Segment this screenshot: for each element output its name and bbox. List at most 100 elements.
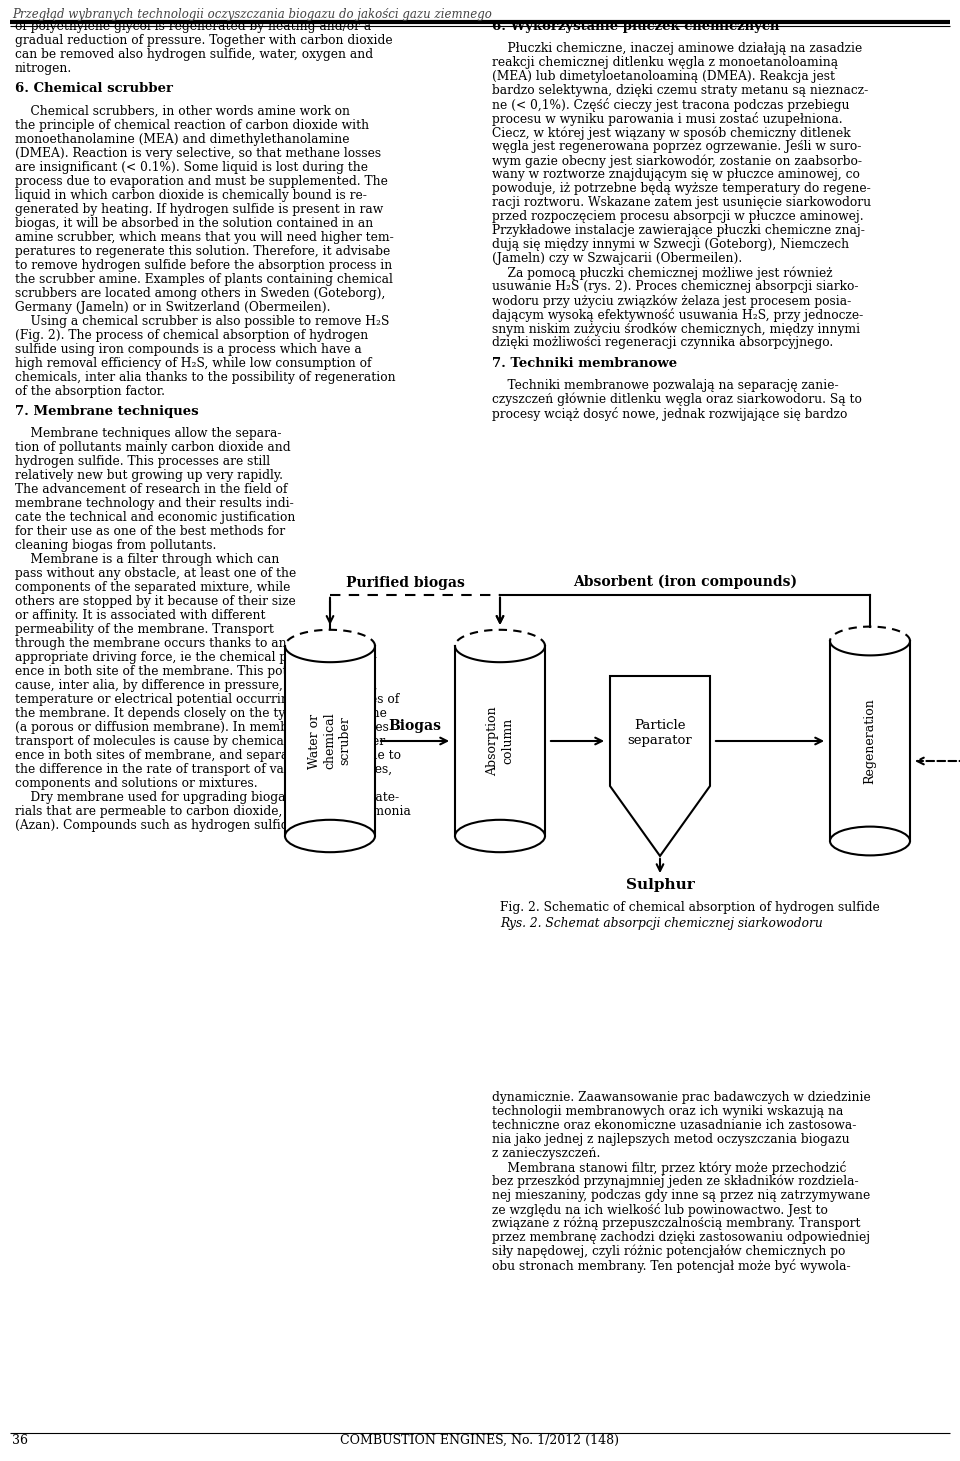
Text: the principle of chemical reaction of carbon dioxide with: the principle of chemical reaction of ca… [15, 118, 370, 131]
Text: dynamicznie. Zaawansowanie prac badawczych w dziedzinie: dynamicznie. Zaawansowanie prac badawczy… [492, 1091, 871, 1105]
Text: Germany (Jameln) or in Switzerland (Obermeilen).: Germany (Jameln) or in Switzerland (Ober… [15, 301, 330, 314]
Text: nej mieszaniny, podczas gdy inne są przez nią zatrzymywane: nej mieszaniny, podczas gdy inne są prze… [492, 1189, 871, 1202]
Text: Płuczki chemiczne, inaczej aminowe działają na zasadzie: Płuczki chemiczne, inaczej aminowe dział… [492, 42, 862, 56]
Text: Membrane techniques allow the separa-: Membrane techniques allow the separa- [15, 427, 281, 440]
Text: components of the separated mixture, while: components of the separated mixture, whi… [15, 581, 290, 595]
Ellipse shape [455, 820, 545, 852]
Text: are insignificant (< 0.1%). Some liquid is lost during the: are insignificant (< 0.1%). Some liquid … [15, 161, 368, 174]
Text: nia jako jednej z najlepszych metod oczyszczania biogazu: nia jako jednej z najlepszych metod oczy… [492, 1132, 850, 1145]
Ellipse shape [285, 820, 375, 852]
Text: Membrane is a filter through which can: Membrane is a filter through which can [15, 554, 279, 567]
Text: Membrana stanowi filtr, przez który może przechodzić: Membrana stanowi filtr, przez który może… [492, 1161, 847, 1175]
Text: components and solutions or mixtures.: components and solutions or mixtures. [15, 777, 257, 790]
Text: 7. Techniki membranowe: 7. Techniki membranowe [492, 356, 677, 370]
Text: to remove hydrogen sulfide before the absorption process in: to remove hydrogen sulfide before the ab… [15, 259, 393, 272]
Text: przed rozpoczęciem procesu absorpcji w płuczce aminowej.: przed rozpoczęciem procesu absorpcji w p… [492, 210, 864, 224]
Text: usuwanie H₂S (rys. 2). Proces chemicznej absorpcji siarko-: usuwanie H₂S (rys. 2). Proces chemicznej… [492, 281, 858, 294]
Bar [285, 646, 375, 836]
Text: techniczne oraz ekonomiczne uzasadnianie ich zastosowa-: techniczne oraz ekonomiczne uzasadnianie… [492, 1119, 856, 1132]
Text: gradual reduction of pressure. Together with carbon dioxide: gradual reduction of pressure. Together … [15, 34, 393, 47]
Text: cause, inter alia, by difference in pressure, concentration,: cause, inter alia, by difference in pres… [15, 679, 377, 693]
Text: amine scrubber, which means that you will need higher tem-: amine scrubber, which means that you wil… [15, 231, 394, 244]
Text: The advancement of research in the field of: The advancement of research in the field… [15, 484, 287, 497]
Text: Regeneration: Regeneration [863, 698, 876, 785]
Text: or affinity. It is associated with different: or affinity. It is associated with diffe… [15, 609, 266, 622]
Text: 7. Membrane techniques: 7. Membrane techniques [15, 405, 199, 418]
Text: powoduje, iż potrzebne będą wyższe temperatury do regene-: powoduje, iż potrzebne będą wyższe tempe… [492, 183, 871, 196]
Text: the scrubber amine. Examples of plants containing chemical: the scrubber amine. Examples of plants c… [15, 273, 393, 285]
Text: Chemical scrubbers, in other words amine work on: Chemical scrubbers, in other words amine… [15, 105, 350, 117]
Text: cate the technical and economic justification: cate the technical and economic justific… [15, 511, 296, 524]
Text: Przegłąd wybranych technologii oczyszczania biogazu do jakości gazu ziemnego: Przegłąd wybranych technologii oczyszcza… [12, 7, 492, 20]
Text: 6. Wykorzystanie płuczek chemicznych: 6. Wykorzystanie płuczek chemicznych [492, 20, 780, 34]
Text: pass without any obstacle, at least one of the: pass without any obstacle, at least one … [15, 567, 297, 580]
Bar [455, 646, 545, 836]
Text: ence in both site of the membrane. This potential may be: ence in both site of the membrane. This … [15, 665, 372, 678]
Text: Fig. 2. Schematic of chemical absorption of hydrogen sulfide: Fig. 2. Schematic of chemical absorption… [500, 901, 879, 915]
Text: COMBUSTION ENGINES, No. 1/2012 (148): COMBUSTION ENGINES, No. 1/2012 (148) [341, 1435, 619, 1446]
Text: the membrane. It depends closely on the type of membrane: the membrane. It depends closely on the … [15, 707, 387, 720]
Text: Ciecz, w której jest wiązany w sposób chemiczny ditlenek: Ciecz, w której jest wiązany w sposób ch… [492, 126, 851, 140]
Text: for their use as one of the best methods for: for their use as one of the best methods… [15, 524, 285, 538]
Text: 6. Chemical scrubber: 6. Chemical scrubber [15, 82, 173, 95]
Text: others are stopped by it because of their size: others are stopped by it because of thei… [15, 595, 296, 608]
Text: the difference in the rate of transport of various substances,: the difference in the rate of transport … [15, 763, 392, 776]
Text: ze względu na ich wielkość lub powinowactwo. Jest to: ze względu na ich wielkość lub powinowac… [492, 1202, 828, 1217]
Text: (Jameln) czy w Szwajcarii (Obermeilen).: (Jameln) czy w Szwajcarii (Obermeilen). [492, 253, 742, 266]
Text: Absorbent (iron compounds): Absorbent (iron compounds) [573, 574, 797, 589]
Text: Absorption
column: Absorption column [486, 706, 514, 776]
Text: Sulphur: Sulphur [626, 878, 694, 893]
Text: tion of pollutants mainly carbon dioxide and: tion of pollutants mainly carbon dioxide… [15, 441, 291, 454]
Text: Water or
chemical
scruber: Water or chemical scruber [308, 713, 351, 770]
Text: peratures to regenerate this solution. Therefore, it advisabe: peratures to regenerate this solution. T… [15, 244, 391, 257]
Text: sulfide using iron compounds is a process which have a: sulfide using iron compounds is a proces… [15, 342, 362, 355]
Text: (MEA) lub dimetyloetanoloaminą (DMEA). Reakcja jest: (MEA) lub dimetyloetanoloaminą (DMEA). R… [492, 70, 835, 83]
Text: relatively new but growing up very rapidly.: relatively new but growing up very rapid… [15, 469, 283, 482]
Text: obu stronach membrany. Ten potencjał może być wywola-: obu stronach membrany. Ten potencjał moż… [492, 1259, 851, 1273]
Text: can be removed also hydrogen sulfide, water, oxygen and: can be removed also hydrogen sulfide, wa… [15, 48, 373, 61]
Ellipse shape [830, 827, 910, 855]
Text: wany w roztworze znajdującym się w płuczce aminowej, co: wany w roztworze znajdującym się w płucz… [492, 168, 860, 181]
Text: Dry membrane used for upgrading biogas is made of mate-: Dry membrane used for upgrading biogas i… [15, 792, 399, 804]
Text: wodoru przy użyciu związków żelaza jest procesem posia-: wodoru przy użyciu związków żelaza jest … [492, 294, 852, 308]
Text: ne (< 0,1%). Część cieczy jest tracona podczas przebiegu: ne (< 0,1%). Część cieczy jest tracona p… [492, 98, 850, 112]
Text: chemicals, inter alia thanks to the possibility of regeneration: chemicals, inter alia thanks to the poss… [15, 371, 396, 384]
Text: (a porous or diffusion membrane). In membrane techniques: (a porous or diffusion membrane). In mem… [15, 722, 389, 735]
Text: z zanieczyszczeń.: z zanieczyszczeń. [492, 1147, 600, 1160]
Text: biogas, it will be absorbed in the solution contained in an: biogas, it will be absorbed in the solut… [15, 216, 373, 229]
Text: węgla jest regenerowana poprzez ogrzewanie. Jeśli w suro-: węgla jest regenerowana poprzez ogrzewan… [492, 140, 861, 153]
Text: technologii membranowych oraz ich wyniki wskazują na: technologii membranowych oraz ich wyniki… [492, 1105, 844, 1118]
Text: bez przeszkód przynajmniej jeden ze składników rozdziela-: bez przeszkód przynajmniej jeden ze skła… [492, 1175, 858, 1188]
Text: (DMEA). Reaction is very selective, so that methane losses: (DMEA). Reaction is very selective, so t… [15, 146, 381, 159]
Text: (Azan). Compounds such as hydrogen sulfide and oxygen: (Azan). Compounds such as hydrogen sulfi… [15, 820, 372, 833]
Text: przez membranę zachodzi dzięki zastosowaniu odpowiedniej: przez membranę zachodzi dzięki zastosowa… [492, 1232, 870, 1243]
Text: liquid in which carbon dioxide is chemically bound is re-: liquid in which carbon dioxide is chemic… [15, 188, 367, 202]
Text: nitrogen.: nitrogen. [15, 61, 72, 75]
Text: membrane technology and their results indi-: membrane technology and their results in… [15, 497, 294, 510]
Text: czyszczeń głównie ditlenku węgla oraz siarkowodoru. Są to: czyszczeń głównie ditlenku węgla oraz si… [492, 393, 862, 406]
Text: dują się między innymi w Szwecji (Goteborg), Niemczech: dują się między innymi w Szwecji (Gotebo… [492, 238, 850, 251]
Text: Rys. 2. Schemat absorpcji chemicznej siarkowodoru: Rys. 2. Schemat absorpcji chemicznej sia… [500, 918, 823, 931]
Text: 36: 36 [12, 1435, 28, 1446]
Text: ence in both sites of membrane, and separation occurs due to: ence in both sites of membrane, and sepa… [15, 749, 401, 763]
Text: temperature or electrical potential occurring on both sides of: temperature or electrical potential occu… [15, 693, 399, 706]
Text: snym niskim zużyciu środków chemicznych, między innymi: snym niskim zużyciu środków chemicznych,… [492, 323, 860, 336]
Text: generated by heating. If hydrogen sulfide is present in raw: generated by heating. If hydrogen sulfid… [15, 203, 383, 216]
Text: monoethanolamine (MEA) and dimethylethanolamine: monoethanolamine (MEA) and dimethylethan… [15, 133, 349, 146]
Text: Particle
separator: Particle separator [628, 719, 692, 747]
Text: Biogas: Biogas [389, 719, 442, 733]
Text: bardzo selektywna, dzięki czemu straty metanu są nieznacz-: bardzo selektywna, dzięki czemu straty m… [492, 85, 868, 98]
Text: dzięki możliwości regeneracji czynnika absorpcyjnego.: dzięki możliwości regeneracji czynnika a… [492, 336, 833, 349]
Text: wym gazie obecny jest siarkowodór, zostanie on zaabsorbo-: wym gazie obecny jest siarkowodór, zosta… [492, 155, 862, 168]
Text: dającym wysoką efektywność usuwania H₂S, przy jednocze-: dającym wysoką efektywność usuwania H₂S,… [492, 308, 863, 323]
Text: procesy wciąż dosyć nowe, jednak rozwijające się bardzo: procesy wciąż dosyć nowe, jednak rozwija… [492, 408, 848, 421]
Text: Techniki membranowe pozwalają na separację zanie-: Techniki membranowe pozwalają na separac… [492, 378, 839, 392]
Text: transport of molecules is cause by chemical potential differ-: transport of molecules is cause by chemi… [15, 735, 389, 748]
Text: racji roztworu. Wskazane zatem jest usunięcie siarkowodoru: racji roztworu. Wskazane zatem jest usun… [492, 196, 871, 209]
Text: hydrogen sulfide. This processes are still: hydrogen sulfide. This processes are sti… [15, 456, 270, 468]
Polygon shape [610, 676, 710, 856]
Text: permeability of the membrane. Transport: permeability of the membrane. Transport [15, 624, 274, 636]
Text: high removal efficiency of H₂S, while low consumption of: high removal efficiency of H₂S, while lo… [15, 356, 372, 370]
Text: scrubbers are located among others in Sweden (Goteborg),: scrubbers are located among others in Sw… [15, 286, 385, 300]
Text: rials that are permeable to carbon dioxide, water and ammonia: rials that are permeable to carbon dioxi… [15, 805, 411, 818]
